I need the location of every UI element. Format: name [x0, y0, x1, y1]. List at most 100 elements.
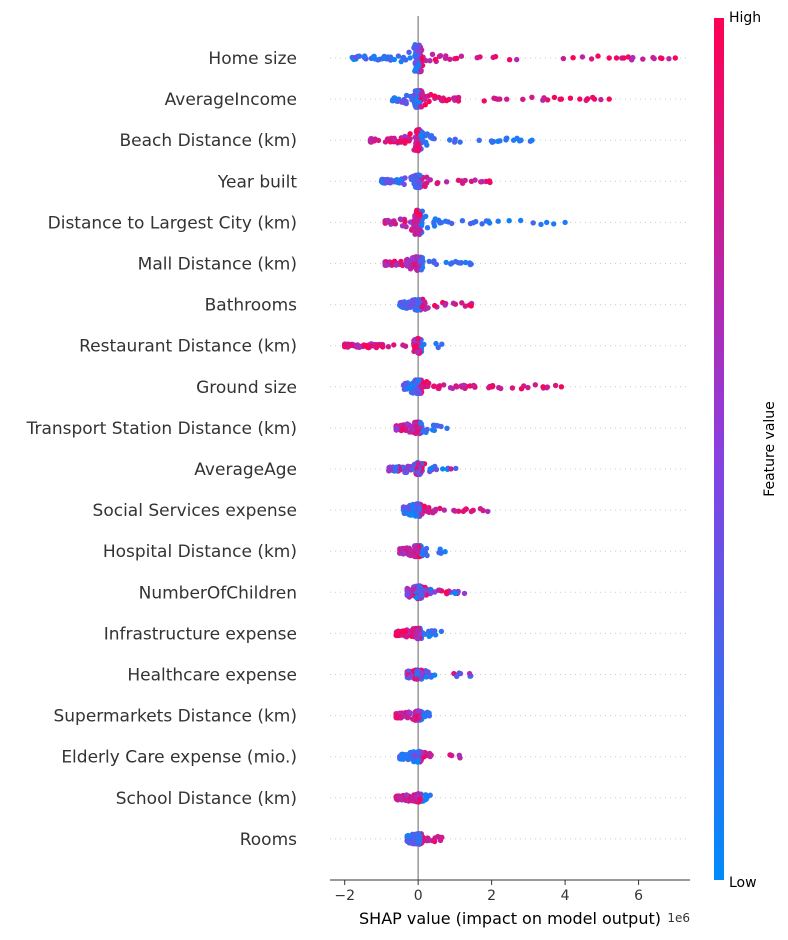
shap-point [413, 266, 420, 272]
shap-point [413, 209, 420, 215]
shap-point [427, 177, 433, 183]
shap-point [417, 421, 424, 427]
shap-point [403, 100, 409, 107]
shap-point [439, 341, 445, 347]
shap-point [389, 260, 395, 266]
shap-point [630, 54, 636, 61]
shap-point [428, 590, 434, 596]
shap-point [424, 180, 430, 186]
shap-point [415, 469, 421, 475]
shap-point [412, 88, 418, 94]
shap-point [443, 259, 449, 266]
shap-point [451, 95, 457, 101]
shap-point [457, 260, 464, 266]
shap-point [422, 713, 428, 720]
shap-point-outlier [606, 96, 612, 102]
shap-point [455, 177, 462, 183]
shap-point [570, 55, 576, 61]
shap-point [391, 56, 397, 63]
shap-point [414, 511, 420, 517]
colorbar-low-label: Low [729, 875, 757, 891]
shap-point [503, 137, 509, 143]
shap-point-outlier [378, 343, 385, 349]
shap-point-outlier [558, 384, 565, 390]
dots-layer [342, 42, 678, 847]
shap-point [411, 181, 417, 187]
feature-label: Infrastructure expense [104, 624, 297, 644]
shap-point [552, 382, 559, 389]
shap-point [416, 708, 422, 714]
shap-point [462, 259, 469, 266]
shap-point [411, 218, 418, 225]
shap-point [479, 178, 485, 185]
shap-point [400, 464, 407, 470]
shap-point [416, 230, 422, 237]
shap-point [367, 343, 373, 349]
shap-point [459, 218, 466, 224]
shap-point [452, 590, 458, 596]
shap-point [415, 749, 421, 755]
feature-label: School Distance (km) [116, 789, 297, 809]
shap-point [385, 217, 391, 224]
shap-point [416, 377, 422, 384]
shap-point [423, 796, 429, 802]
shap-point [495, 218, 501, 224]
shap-point [413, 147, 419, 153]
shap-point [456, 752, 462, 758]
shap-point [400, 342, 406, 348]
shap-point [443, 53, 449, 59]
shap-point [405, 385, 412, 391]
shap-point [525, 384, 531, 391]
shap-point [417, 258, 424, 264]
shap-point [459, 180, 466, 186]
shap-point [433, 466, 440, 473]
x-tick-label: 6 [634, 888, 643, 904]
shap-point [418, 670, 425, 676]
shap-point [560, 55, 567, 62]
shap-point [372, 136, 378, 142]
shap-point [424, 426, 430, 433]
shap-point [426, 713, 433, 719]
shap-point [403, 224, 409, 230]
shap-point [394, 98, 401, 105]
shap-point [435, 180, 441, 186]
shap-point [544, 97, 551, 103]
shap-point [394, 425, 400, 431]
shap-point [509, 385, 516, 391]
shap-point [409, 255, 416, 261]
shap-point [432, 56, 439, 63]
shap-point [410, 299, 417, 305]
shap-point [394, 713, 400, 719]
colorbar-high-label: High [729, 10, 761, 26]
shap-point [422, 102, 428, 108]
shap-point [460, 508, 466, 515]
shap-point [423, 213, 429, 219]
shap-point [666, 56, 672, 62]
shap-point [540, 97, 546, 103]
shap-point [454, 55, 460, 62]
shap-point [520, 96, 526, 103]
shap-point [416, 836, 422, 842]
shap-point [415, 335, 421, 342]
shap-point [356, 53, 363, 59]
shap-point [418, 383, 424, 389]
shap-point [567, 95, 574, 101]
shap-point [415, 460, 421, 467]
shap-point [466, 670, 473, 677]
shap-point [625, 54, 631, 60]
shap-point [413, 594, 420, 601]
shap-point-outlier [342, 343, 348, 349]
shap-point [361, 53, 368, 59]
colorbar [714, 18, 724, 880]
shap-point [506, 57, 513, 63]
shap-point [414, 676, 420, 682]
shap-point [407, 55, 413, 61]
shap-point [442, 302, 448, 308]
shap-point [413, 423, 419, 429]
shap-point [438, 628, 445, 635]
shap-point [410, 586, 416, 593]
shap-point [431, 383, 437, 389]
shap-point [468, 303, 474, 309]
shap-point [485, 508, 491, 515]
shap-point-outlier [558, 96, 565, 102]
